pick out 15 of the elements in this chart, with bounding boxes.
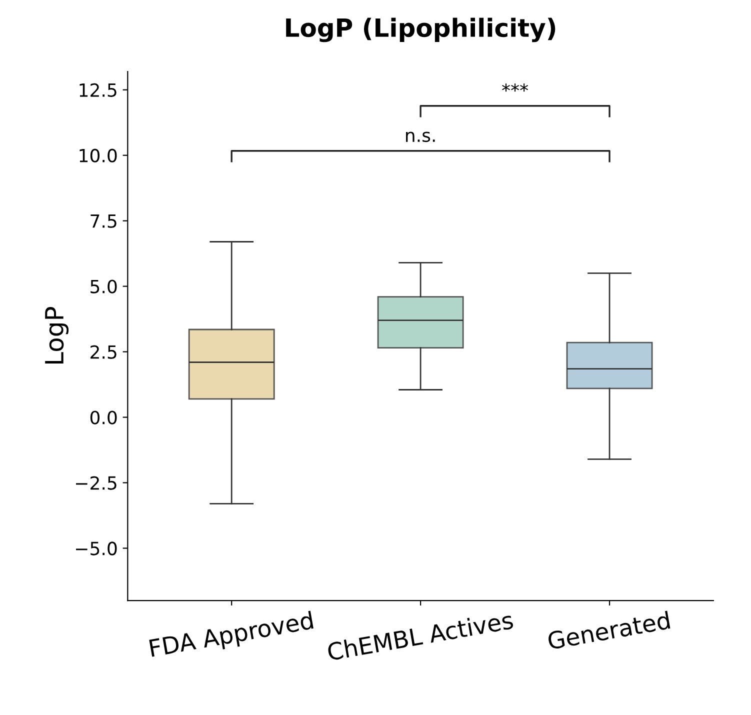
y-tick-label: 2.5 [90, 345, 116, 359]
y-tick-label: 12.5 [80, 83, 116, 97]
chart-title: LogP (Lipophilicity) [286, 18, 556, 42]
y-axis-title: LogP [45, 307, 69, 364]
y-tick-label: −2.5 [76, 476, 116, 490]
y-tick-label: 0.0 [90, 410, 117, 424]
y-tick-label: 10.0 [80, 148, 117, 162]
x-tick-label: FDA Approved [149, 610, 314, 662]
y-tick-label: 5.0 [90, 280, 117, 294]
annotation: *** [502, 83, 528, 92]
x-tick-label: Generated [547, 610, 670, 650]
y-tick-label: 7.5 [90, 214, 116, 228]
x-tick-label: ChEMBL Actives [326, 610, 514, 661]
y-tick-label: −5.0 [76, 542, 117, 556]
annotation: n.s. [406, 132, 435, 142]
